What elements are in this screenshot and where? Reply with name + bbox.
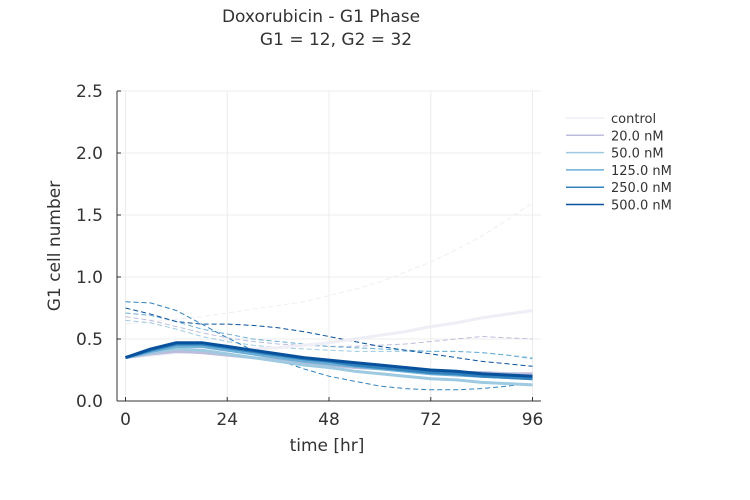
x-tick-label: 0	[120, 410, 131, 430]
y-tick-label: 0.5	[76, 330, 103, 350]
x-tick-label: 96	[522, 410, 544, 430]
legend-label-20-0-nm: 20.0 nM	[611, 129, 664, 144]
legend-label-125-0-nm: 125.0 nM	[611, 164, 672, 179]
legend-label-500-0-nm: 500.0 nM	[611, 199, 672, 214]
y-tick-label: 0.0	[76, 392, 103, 412]
legend-label-control: control	[611, 112, 656, 127]
y-tick-label: 2.5	[76, 82, 103, 102]
chart-subtitle: G1 = 12, G2 = 32	[260, 30, 412, 50]
chart-title: Doxorubicin - G1 Phase	[222, 7, 420, 27]
x-tick-label: 48	[318, 410, 340, 430]
legend: control 20.0 nM 50.0 nM 125.0 nM 250.0 nM 500…	[566, 112, 672, 214]
data-line-control	[125, 202, 533, 325]
legend-label-50-0-nm: 50.0 nM	[611, 147, 664, 162]
y-axis-label: G1 cell number	[45, 181, 65, 311]
fit-line-500-0-nm	[125, 341, 533, 378]
legend-label-250-0-nm: 250.0 nM	[611, 181, 672, 196]
x-axis-label: time [hr]	[290, 436, 365, 456]
grid	[117, 90, 541, 402]
y-tick-label: 1.5	[76, 206, 103, 226]
axes	[116, 90, 541, 402]
x-tick-label: 72	[420, 410, 442, 430]
tick-labels: 0 24 48 72 96 0.0 0.5 1.0 1.5 2.0 2.5	[76, 82, 543, 430]
y-tick-label: 1.0	[76, 268, 103, 288]
series-layer	[125, 202, 533, 391]
x-tick-label: 24	[216, 410, 238, 430]
y-tick-label: 2.0	[76, 144, 103, 164]
data-line-250-0-nm	[125, 301, 533, 391]
fit-line-50-0-nm	[125, 347, 533, 387]
